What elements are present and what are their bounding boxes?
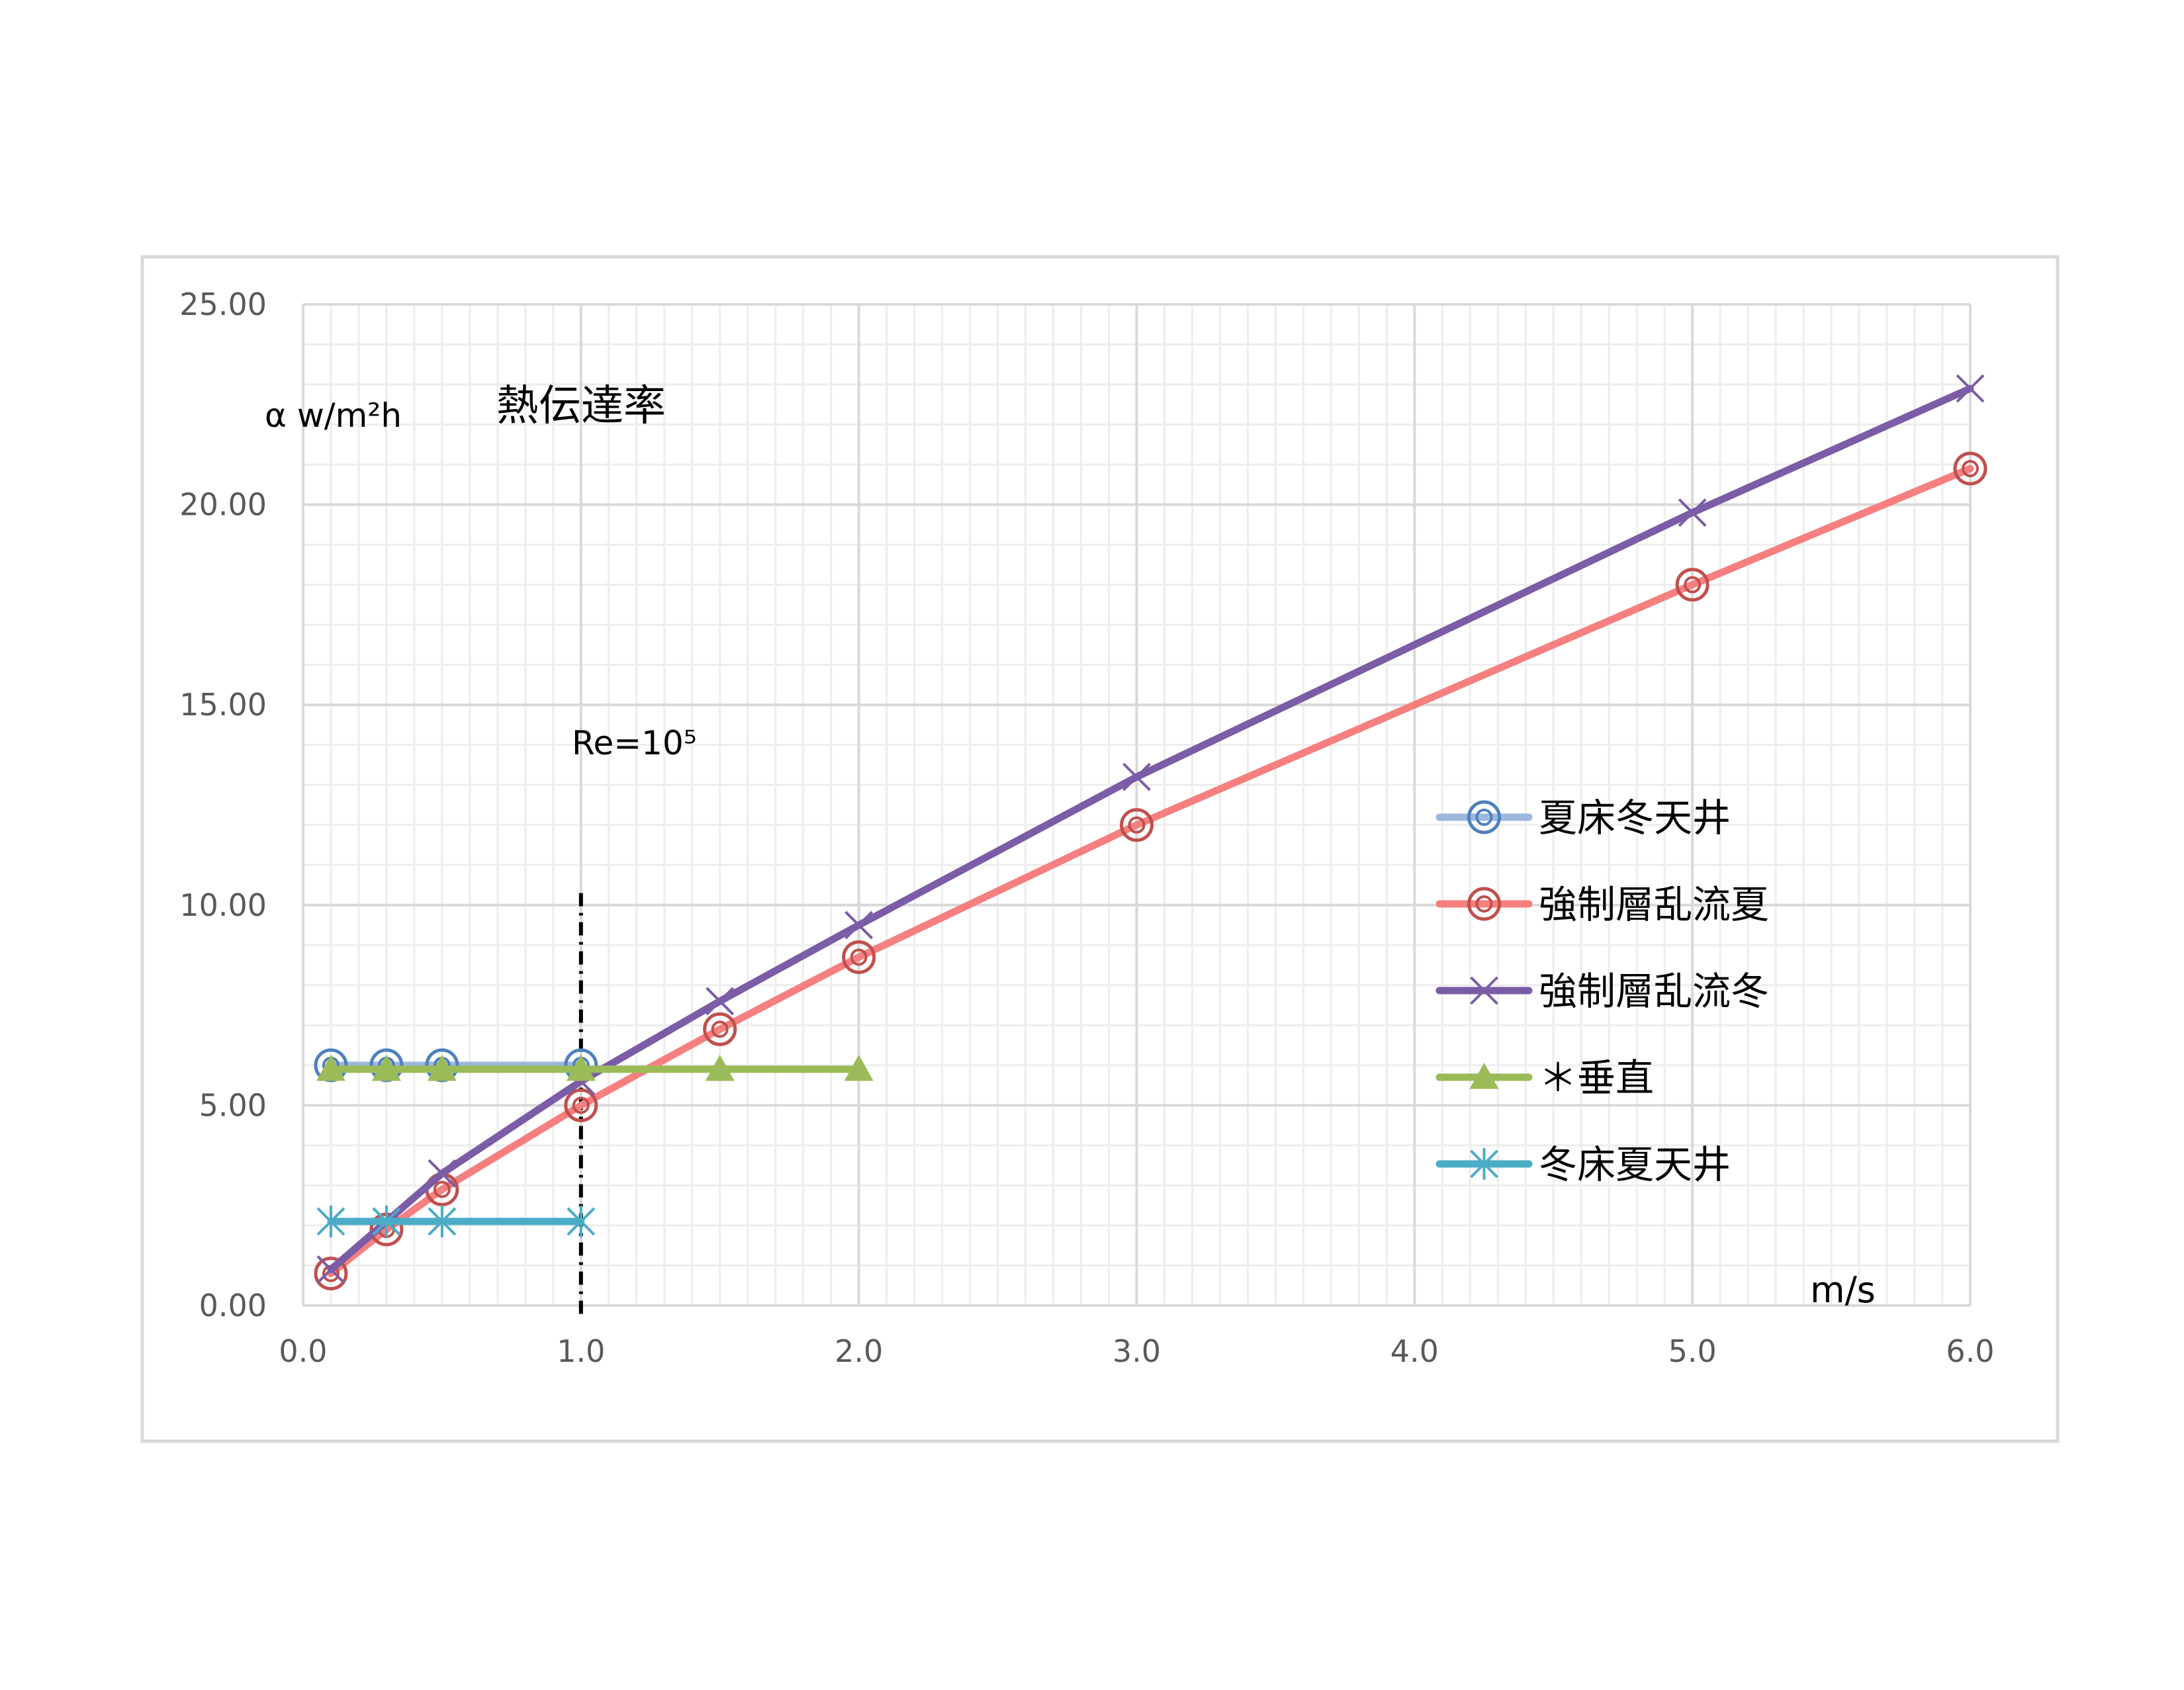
marker-double-circle: [1467, 887, 1501, 921]
marker-x: [428, 1159, 457, 1188]
x-axis-unit-label: m/s: [1810, 1269, 1876, 1311]
y-tick-label: 5.00: [199, 1087, 267, 1123]
series-line: [327, 465, 1974, 1278]
marker-x: [1470, 976, 1498, 1005]
y-tick-label: 15.00: [179, 687, 267, 723]
legend-item: 冬床夏天井: [1435, 1142, 1731, 1187]
reynolds-annotation: Re=10⁵: [572, 724, 697, 762]
x-tick-label: 3.0: [1113, 1333, 1161, 1369]
y-tick-label: 0.00: [199, 1288, 267, 1323]
marker-x: [1122, 762, 1151, 791]
legend-label: 強制層乱流冬: [1539, 969, 1769, 1014]
marker-triangle: [316, 1054, 345, 1081]
marker-double-circle-inner: [1128, 816, 1146, 834]
x-tick-label: 6.0: [1946, 1333, 1994, 1369]
marker-double-circle: [703, 1012, 737, 1046]
marker-triangle: [844, 1054, 874, 1081]
legend-item: 強制層乱流夏: [1435, 882, 1769, 927]
legend-label: 強制層乱流夏: [1539, 882, 1769, 927]
marker-double-circle: [1953, 451, 1987, 486]
marker-triangle: [371, 1054, 401, 1081]
marker-double-circle: [842, 940, 876, 974]
marker-triangle: [427, 1054, 457, 1081]
x-tick-label: 2.0: [835, 1333, 883, 1369]
series-3: [316, 1054, 874, 1081]
chart-border: [140, 255, 2060, 1443]
marker-double-circle-inner: [1475, 895, 1493, 912]
marker-triangle: [1469, 1063, 1499, 1089]
y-tick-label: 25.00: [179, 287, 267, 322]
x-tick-label: 0.0: [279, 1333, 327, 1369]
chart-title: 熱伝達率: [496, 382, 666, 431]
x-tick-label: 1.0: [557, 1333, 605, 1369]
y-axis-label: α w/m²h: [265, 396, 402, 435]
series-4: [316, 1205, 596, 1237]
marker-triangle: [705, 1054, 735, 1081]
x-tick-label: 4.0: [1390, 1333, 1439, 1369]
marker-x: [705, 987, 735, 1016]
marker-double-circle: [1675, 568, 1709, 602]
marker-double-circle: [1467, 800, 1501, 834]
marker-double-circle-inner: [1475, 809, 1493, 826]
marker-x: [1678, 498, 1707, 527]
marker-double-circle: [1120, 808, 1154, 842]
series-2: [316, 374, 1985, 1284]
legend-label: ＊垂直: [1539, 1055, 1654, 1100]
marker-triangle: [566, 1054, 596, 1081]
marker-double-circle-inner: [433, 1180, 451, 1198]
legend-label: 夏床冬天井: [1539, 795, 1731, 840]
y-tick-label: 10.00: [179, 887, 267, 923]
legend-item: 夏床冬天井: [1435, 795, 1731, 840]
series-layer: [314, 374, 1987, 1291]
marker-x: [316, 1255, 345, 1284]
marker-double-circle-inner: [1962, 460, 1979, 478]
marker-double-circle-inner: [850, 948, 868, 966]
marker-x: [844, 911, 874, 940]
series-1: [314, 451, 1987, 1291]
x-tick-label: 5.0: [1668, 1333, 1717, 1369]
marker-double-circle: [314, 1257, 348, 1291]
marker-double-circle-inner: [1684, 576, 1702, 594]
legend-label: 冬床夏天井: [1539, 1142, 1731, 1187]
legend-item: ＊垂直: [1435, 1055, 1654, 1100]
x-tick-labels: 0.0 1.0 2.0 3.0 4.0 5.0 6.0: [279, 1333, 1994, 1369]
marker-double-circle: [564, 1088, 598, 1122]
legend-item: 強制層乱流冬: [1435, 969, 1769, 1014]
marker-double-circle-inner: [711, 1020, 729, 1038]
y-tick-label: 20.00: [179, 487, 267, 523]
y-tick-labels: 0.00 5.00 10.00 15.00 20.00 25.00: [179, 287, 267, 1323]
marker-x: [1956, 374, 1985, 403]
marker-double-circle-inner: [572, 1096, 590, 1114]
